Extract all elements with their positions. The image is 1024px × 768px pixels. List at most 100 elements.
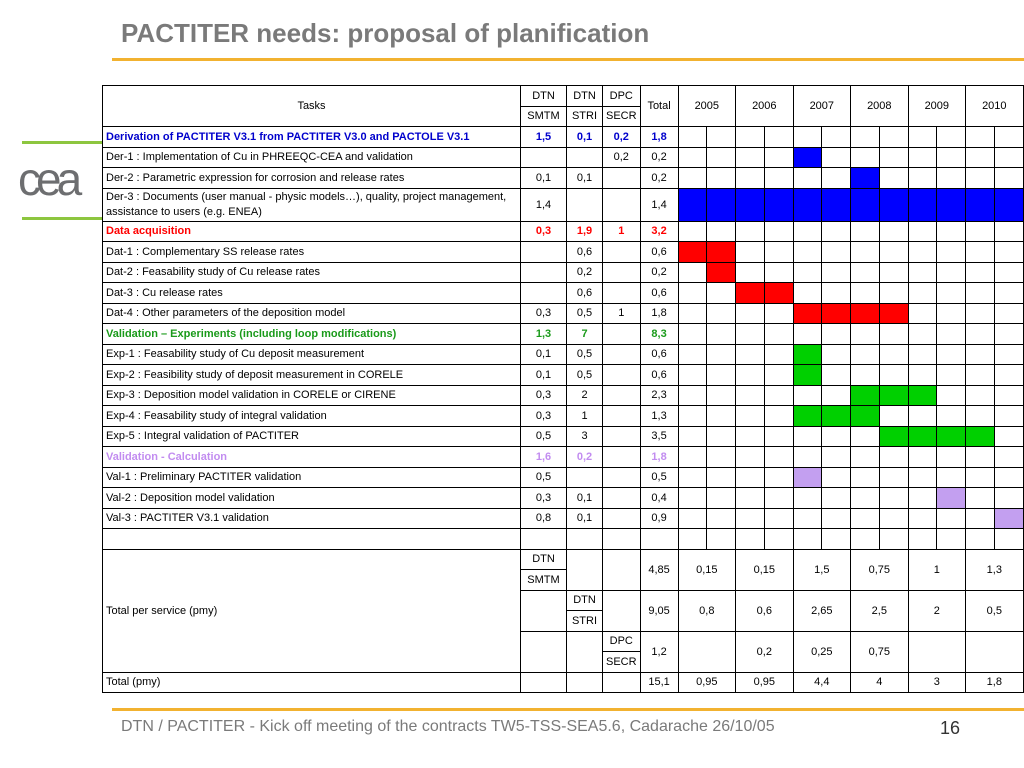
value-stri: 0,5 bbox=[566, 302, 603, 324]
gantt-cell bbox=[936, 282, 967, 304]
empty-cell bbox=[520, 630, 567, 673]
gantt-cell bbox=[677, 220, 708, 242]
gantt-bar-cell bbox=[878, 384, 909, 406]
service-secr-year bbox=[907, 630, 967, 673]
task-name: Dat-4 : Other parameters of the depositi… bbox=[102, 302, 521, 324]
gantt-bar-cell bbox=[792, 405, 823, 427]
value-secr bbox=[602, 323, 641, 345]
gantt-cell bbox=[878, 487, 909, 509]
gantt-cell bbox=[936, 466, 967, 488]
gantt-cell bbox=[735, 507, 765, 529]
value-total bbox=[639, 528, 679, 550]
grand-total-year: 0,95 bbox=[735, 671, 794, 693]
task-name: Exp-1 : Feasability study of Cu deposit … bbox=[102, 343, 521, 365]
gantt-bar-cell bbox=[735, 187, 765, 222]
task-name: Exp-5 : Integral validation of PACTITER bbox=[102, 425, 521, 447]
gantt-cell bbox=[878, 261, 909, 283]
gantt-cell bbox=[850, 343, 880, 365]
gantt-cell bbox=[850, 487, 880, 509]
header-dtn2: DTN bbox=[566, 85, 603, 107]
service-smtm-year: 0,15 bbox=[677, 548, 737, 591]
gantt-cell bbox=[677, 405, 708, 427]
gantt-cell bbox=[993, 323, 1024, 345]
value-secr bbox=[602, 466, 641, 488]
gantt-cell bbox=[965, 466, 995, 488]
table-row: Dat-1 : Complementary SS release rates 0,… bbox=[102, 241, 1024, 263]
page-number: 16 bbox=[940, 718, 961, 738]
header-year-2006: 2006 bbox=[735, 85, 794, 127]
gantt-bar-cell bbox=[792, 466, 823, 488]
header-stri: STRI bbox=[566, 105, 603, 127]
gantt-cell bbox=[878, 323, 909, 345]
gantt-cell bbox=[706, 446, 737, 468]
gantt-bar-cell bbox=[850, 167, 880, 189]
gantt-cell bbox=[763, 425, 794, 447]
gantt-cell bbox=[936, 446, 967, 468]
task-name: Val-3 : PACTITER V3.1 validation bbox=[102, 507, 521, 529]
gantt-cell bbox=[936, 241, 967, 263]
service-secr-year: 0,25 bbox=[792, 630, 852, 673]
table-row: Exp-1 : Feasability study of Cu deposit … bbox=[102, 343, 1024, 365]
value-smtm: 0,1 bbox=[520, 364, 567, 386]
gantt-cell bbox=[763, 364, 794, 386]
value-stri bbox=[566, 146, 603, 168]
value-stri: 0,1 bbox=[566, 507, 603, 529]
empty-cell bbox=[566, 671, 603, 693]
gantt-cell bbox=[821, 167, 852, 189]
gantt-cell bbox=[965, 323, 995, 345]
gantt-cell bbox=[965, 343, 995, 365]
gantt-cell bbox=[735, 126, 765, 148]
gantt-cell bbox=[821, 487, 852, 509]
table-row: Data acquisition 0,3 1,9 1 3,2 bbox=[102, 220, 1024, 242]
gantt-cell bbox=[936, 220, 967, 242]
table-row: Dat-2 : Feasability study of Cu release … bbox=[102, 261, 1024, 283]
gantt-cell bbox=[792, 487, 823, 509]
value-smtm bbox=[520, 241, 567, 263]
table-row: Exp-3 : Deposition model validation in C… bbox=[102, 384, 1024, 406]
gantt-cell bbox=[850, 126, 880, 148]
logo-rule-top bbox=[22, 141, 102, 144]
gantt-cell bbox=[763, 126, 794, 148]
service-smtm-top: DTN bbox=[520, 548, 567, 570]
gantt-bar-cell bbox=[907, 384, 938, 406]
value-secr bbox=[602, 446, 641, 468]
gantt-cell bbox=[993, 405, 1024, 427]
gantt-cell bbox=[907, 507, 938, 529]
gantt-cell bbox=[993, 364, 1024, 386]
gantt-bar-cell bbox=[792, 343, 823, 365]
gantt-cell bbox=[792, 126, 823, 148]
value-smtm: 1,5 bbox=[520, 126, 567, 148]
value-secr bbox=[602, 187, 641, 222]
gantt-cell bbox=[965, 487, 995, 509]
gantt-cell bbox=[821, 384, 852, 406]
gantt-cell bbox=[993, 384, 1024, 406]
gantt-cell bbox=[677, 323, 708, 345]
header-year-2007: 2007 bbox=[792, 85, 852, 127]
gantt-cell bbox=[993, 425, 1024, 447]
gantt-cell bbox=[735, 220, 765, 242]
gantt-bar-cell bbox=[936, 187, 967, 222]
value-total: 1,8 bbox=[639, 446, 679, 468]
gantt-cell bbox=[965, 302, 995, 324]
gantt-cell bbox=[792, 282, 823, 304]
gantt-bar-cell bbox=[936, 487, 967, 509]
gantt-cell bbox=[965, 405, 995, 427]
value-smtm bbox=[520, 146, 567, 168]
value-secr bbox=[602, 487, 641, 509]
gantt-cell bbox=[878, 446, 909, 468]
service-smtm-total: 4,85 bbox=[639, 548, 679, 591]
value-total: 1,3 bbox=[639, 405, 679, 427]
task-name: Der-3 : Documents (user manual - physic … bbox=[102, 187, 521, 222]
gantt-cell bbox=[821, 220, 852, 242]
gantt-cell bbox=[763, 446, 794, 468]
gantt-cell bbox=[965, 261, 995, 283]
gantt-cell bbox=[735, 167, 765, 189]
gantt-cell bbox=[706, 126, 737, 148]
gantt-bar-cell bbox=[993, 187, 1024, 222]
gantt-cell bbox=[907, 343, 938, 365]
value-smtm: 0,5 bbox=[520, 466, 567, 488]
value-smtm bbox=[520, 282, 567, 304]
service-stri-year: 0,8 bbox=[677, 589, 737, 632]
gantt-cell bbox=[677, 487, 708, 509]
gantt-cell bbox=[850, 425, 880, 447]
